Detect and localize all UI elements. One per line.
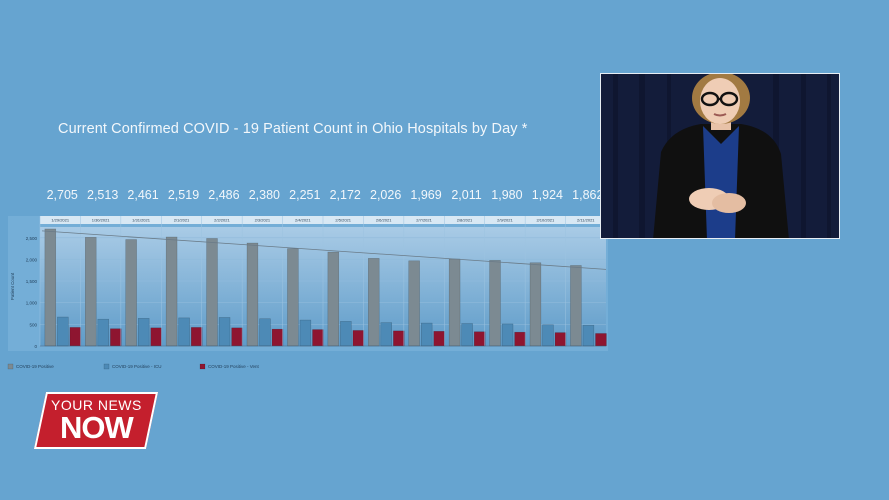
bar-vent [69, 327, 82, 347]
y-tick-label: 2,500 [26, 236, 38, 241]
category-label: 2/11/2021 [577, 218, 595, 223]
bar-icu [137, 318, 150, 347]
category-label: 2/4/2021 [295, 218, 311, 223]
top-value-label: 1,924 [532, 188, 563, 202]
category-label: 1/31/2021 [132, 218, 151, 223]
trend-line [41, 230, 607, 270]
top-value-label: 2,513 [87, 188, 118, 202]
category-label: 2/9/2021 [497, 218, 513, 223]
bar-vent [150, 327, 162, 347]
bar-icu [340, 321, 352, 347]
top-value-label: 2,519 [168, 188, 199, 202]
category-label: 2/5/2021 [335, 218, 351, 223]
logo-bottom-text: NOW [60, 410, 133, 445]
bar-vent [473, 331, 486, 347]
top-value-label: 2,172 [330, 188, 361, 202]
y-tick-label: 0 [34, 344, 37, 349]
bar-positive [368, 258, 380, 347]
bar-positive [287, 248, 299, 347]
top-value-label: 2,461 [127, 188, 158, 202]
interpreter-figure [601, 74, 839, 238]
bar-positive [448, 258, 461, 347]
category-label: 2/2/2021 [214, 218, 230, 223]
bar-positive [85, 237, 97, 347]
bar-icu [218, 317, 231, 347]
bar-icu [582, 324, 595, 347]
chart-area: 0 500 1,000 1,500 2,000 2,500 Patient Count 1/2… [0, 180, 610, 380]
news-logo: YOUR NEWS NOW [33, 392, 159, 449]
legend-swatch [199, 363, 206, 370]
legend-label: COVID-19 Positive - Vent [208, 364, 260, 369]
category-label: 2/3/2021 [255, 218, 271, 223]
bar-icu [380, 322, 392, 347]
category-label: 2/7/2021 [416, 218, 432, 223]
bar-vent [554, 332, 567, 347]
bar-vent [190, 327, 203, 347]
bar-chart: 0 500 1,000 1,500 2,000 2,500 Patient Count 1/2… [7, 188, 608, 370]
legend-swatch [103, 363, 110, 370]
y-axis-label: Patient Count [10, 272, 15, 300]
top-value-label: 2,026 [370, 188, 401, 202]
bar-vent [352, 330, 365, 347]
bar-positive [125, 239, 137, 347]
category-label: 1/29/2021 [51, 218, 70, 223]
bar-icu [97, 318, 109, 347]
bar-vent [514, 331, 526, 347]
chart-title: Current Confirmed COVID - 19 Patient Cou… [58, 121, 528, 137]
category-label: 1/30/2021 [92, 218, 111, 223]
bar-icu [542, 324, 554, 347]
interpreter-video-inset [600, 73, 840, 239]
top-value-label: 1,862 [572, 188, 603, 202]
category-label: 2/8/2021 [457, 218, 473, 223]
bar-icu [461, 323, 473, 347]
y-tick-label: 2,000 [26, 257, 38, 262]
top-value-label: 2,380 [249, 188, 280, 202]
bar-vent [433, 331, 445, 347]
bar-positive [246, 242, 259, 347]
y-tick-label: 500 [29, 322, 37, 327]
bar-icu [420, 322, 433, 347]
top-value-label: 2,705 [47, 188, 78, 202]
bar-positive [408, 260, 420, 347]
top-value-label: 1,980 [491, 188, 522, 202]
bar-vent [231, 327, 243, 347]
top-value-label: 1,969 [410, 188, 441, 202]
bar-icu [259, 318, 271, 347]
legend-label: COVID-19 Positive - ICU [112, 364, 162, 369]
category-label: 2/1/2021 [174, 218, 190, 223]
bar-positive [44, 228, 57, 347]
y-tick-label: 1,500 [26, 279, 38, 284]
y-tick-label: 1,000 [26, 301, 38, 306]
bar-vent [271, 328, 284, 347]
legend-swatch [7, 363, 14, 370]
bar-icu [501, 323, 514, 347]
bar-icu [178, 317, 190, 347]
bar-vent [110, 328, 122, 347]
top-value-label: 2,011 [451, 188, 481, 202]
bar-icu [299, 319, 312, 347]
legend-label: COVID-19 Positive [16, 364, 54, 369]
bar-positive [529, 262, 542, 347]
bar-positive [165, 236, 178, 347]
bar-vent [595, 333, 607, 347]
bar-vent [393, 330, 405, 347]
bar-icu [57, 316, 69, 347]
bar-vent [312, 329, 324, 347]
bar-positive [206, 238, 218, 347]
top-value-label: 2,486 [208, 188, 239, 202]
category-label: 2/10/2021 [536, 218, 555, 223]
bar-positive [327, 251, 340, 347]
bar-positive [570, 265, 582, 347]
category-label: 2/6/2021 [376, 218, 392, 223]
bar-positive [489, 260, 501, 347]
top-value-label: 2,251 [289, 188, 320, 202]
